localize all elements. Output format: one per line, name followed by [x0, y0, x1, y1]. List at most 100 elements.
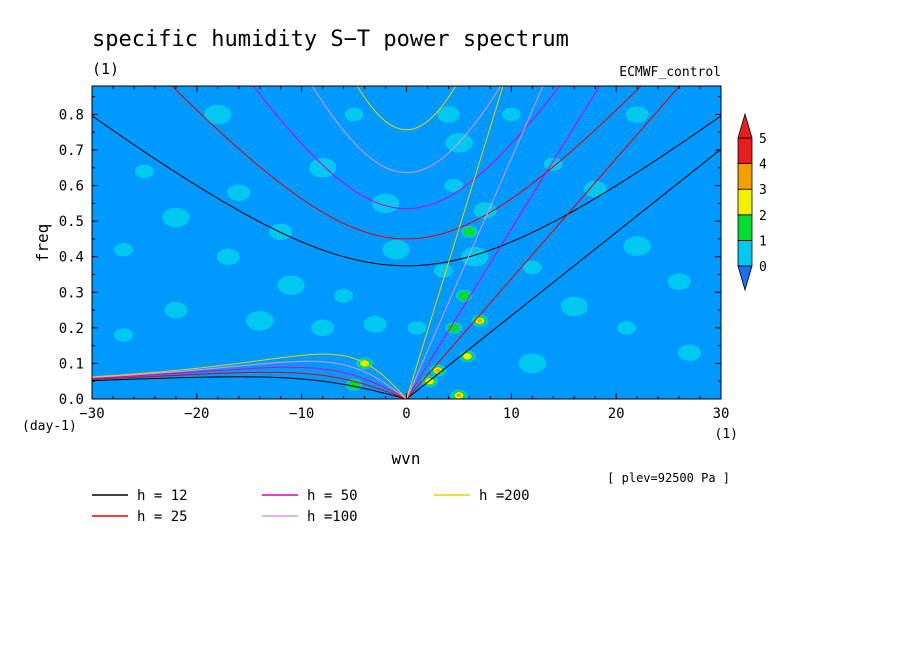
contour-patches: [114, 104, 702, 399]
colorbar-label: 3: [759, 183, 767, 198]
contour-level-1: [204, 104, 232, 125]
contour-patch: [162, 207, 190, 228]
colorbar-segment: [737, 214, 753, 241]
contour-level-1: [623, 236, 651, 256]
contour-patch: [460, 246, 489, 267]
contour-patch: [429, 364, 447, 377]
legend-label: h = 12: [137, 488, 188, 504]
colorbar-label: 1: [759, 234, 767, 249]
contour-patch: [518, 353, 546, 374]
legend-label: h =100: [307, 509, 358, 525]
contour-patch: [560, 296, 588, 317]
dispersion-line: [92, 366, 407, 399]
x-tick-label: 0: [402, 406, 410, 422]
contour-level-1: [501, 107, 521, 122]
x-tick-label: −30: [79, 406, 104, 422]
x-tick-label: −20: [184, 406, 209, 422]
plot-background: [92, 86, 721, 399]
contour-level-1: [382, 239, 410, 260]
contour-level-1: [363, 316, 387, 333]
contour-level-5: [458, 395, 460, 396]
contour-patch: [344, 107, 364, 122]
colorbar-segment: [737, 163, 753, 190]
contour-level-4: [435, 368, 441, 373]
units-label: (1): [92, 60, 119, 78]
model-label: ECMWF_control: [619, 65, 721, 80]
contour-level-1: [460, 246, 489, 267]
contour-patch: [371, 193, 400, 214]
y-tick-label: 0.1: [59, 356, 84, 372]
contour-level-1: [334, 289, 354, 303]
contour-patch: [269, 223, 293, 241]
legend-item: h = 12: [92, 488, 188, 504]
y-tick-label: 0.0: [59, 392, 84, 408]
contour-patch: [461, 225, 478, 238]
curve-h12: [92, 115, 721, 399]
colorbar-segment: [737, 239, 753, 267]
x-units: (1): [715, 427, 738, 442]
contour-level-1: [617, 321, 637, 335]
contour-patch: [114, 328, 133, 342]
contour-patch: [623, 236, 651, 256]
contour-level-1: [114, 328, 133, 342]
contour-patch: [458, 350, 476, 363]
curve-h200: [92, 86, 504, 399]
contour-patch: [583, 180, 607, 198]
y-tick-label: 0.8: [59, 107, 84, 123]
legend-item: h = 50: [262, 488, 358, 504]
contour-level-1: [444, 178, 464, 193]
contour-level-1: [344, 107, 364, 122]
x-axis: −30 −20 −10 0 10 20 30: [79, 86, 729, 422]
contour-level-1: [625, 106, 649, 123]
contour-patch: [433, 264, 453, 278]
chart-title: specific humidity S−T power spectrum: [92, 27, 569, 52]
dispersion-line: [406, 86, 544, 399]
pressure-level-note: [ plev=92500 Pa ]: [607, 471, 730, 485]
contour-patch: [617, 321, 637, 335]
legend: h = 12 h = 25 h = 50 h =100 h =200: [92, 488, 530, 525]
contour-patch: [444, 178, 464, 193]
dispersion-line: [92, 115, 721, 267]
contour-level-1: [162, 207, 190, 228]
legend-label: h =200: [479, 488, 530, 504]
dispersion-line: [356, 86, 457, 131]
colorbar-min-arrow: [737, 265, 753, 292]
contour-level-1: [583, 180, 607, 198]
contour-patch: [436, 106, 460, 123]
dispersion-line: [92, 353, 407, 399]
curve-h25: [92, 86, 681, 399]
contour-level-2: [457, 291, 471, 301]
colorbar-segment: [737, 188, 753, 216]
contour-level-2: [462, 227, 476, 237]
contour-level-2: [447, 323, 461, 333]
y-tick-label: 0.2: [59, 321, 84, 337]
x-tick-label: 30: [713, 406, 730, 422]
dispersion-line: [92, 371, 407, 399]
dispersion-line: [171, 86, 642, 240]
legend-item: h =100: [262, 509, 358, 525]
contour-patch: [204, 104, 232, 125]
contour-level-1: [433, 264, 453, 278]
y-axis: 0.0 0.1 0.2 0.3 0.4 0.5 0.6 0.7 0.8: [59, 96, 721, 408]
dispersion-line: [406, 86, 681, 399]
contour-patch: [334, 289, 354, 303]
contour-patch: [311, 319, 335, 337]
dispersion-line: [252, 86, 561, 210]
contour-patch: [134, 164, 154, 179]
dispersion-curves: [92, 86, 721, 399]
contour-level-1: [678, 344, 702, 362]
contour-level-1: [114, 242, 133, 257]
contour-patch: [522, 260, 542, 275]
contour-patch: [216, 248, 240, 265]
contour-patch: [450, 389, 468, 399]
legend-item: h =200: [434, 488, 530, 504]
y-tick-label: 0.7: [59, 143, 84, 159]
dispersion-line: [92, 360, 407, 399]
contour-level-1: [277, 275, 305, 295]
contour-level-1: [269, 223, 293, 241]
contour-patch: [678, 344, 702, 362]
dispersion-line: [92, 376, 407, 399]
contour-level-1: [164, 301, 188, 319]
contour-patch: [246, 311, 274, 331]
